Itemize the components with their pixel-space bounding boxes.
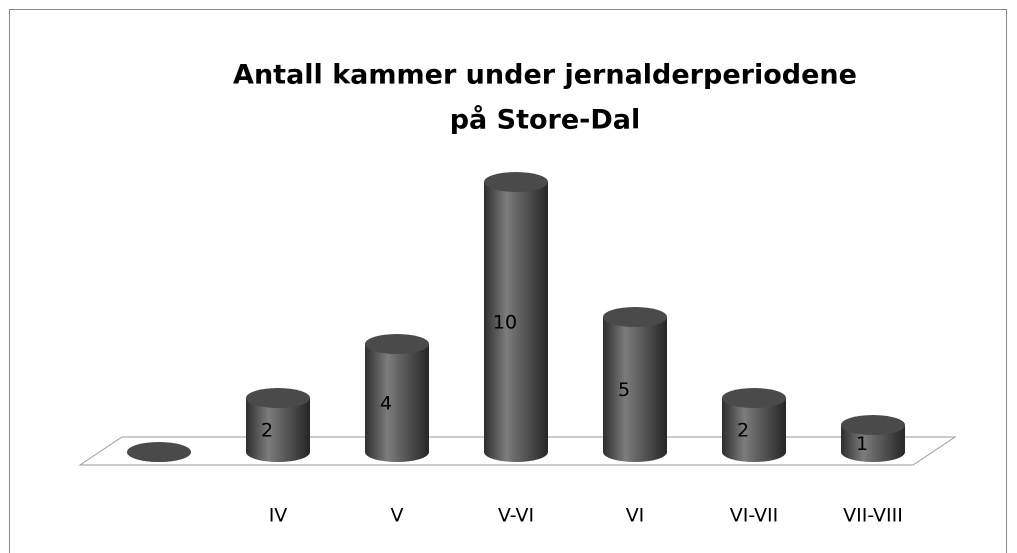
cylinder	[246, 388, 310, 462]
x-tick-label: VI-VII	[730, 505, 779, 527]
chart-title: Antall kammer under jernalderperiodene	[233, 60, 857, 91]
cylinder-body	[484, 182, 548, 462]
data-label: 2	[261, 420, 273, 442]
cylinder	[484, 172, 548, 462]
cylinder-body	[722, 398, 786, 462]
cylinder	[603, 307, 667, 462]
cylinder-top	[484, 172, 548, 192]
cylinder-top	[841, 415, 905, 435]
cylinder-body	[246, 398, 310, 462]
cylinder	[127, 442, 191, 462]
data-label: 1	[856, 433, 868, 455]
frame	[9, 9, 1007, 553]
data-label: 2	[737, 420, 749, 442]
data-label: 10	[493, 312, 517, 334]
x-tick-label: VI	[626, 505, 645, 527]
x-tick-label: V	[391, 505, 404, 527]
cylinder-body	[841, 425, 905, 462]
cylinder-top	[365, 334, 429, 354]
chart-title: på Store-Dal	[450, 104, 641, 136]
cylinder-top	[246, 388, 310, 408]
cylinder-top	[722, 388, 786, 408]
data-label: 4	[380, 393, 392, 415]
cylinder	[841, 415, 905, 462]
x-tick-label: VII-VIII	[843, 505, 903, 527]
cylinder-body	[365, 344, 429, 462]
cylinder-top	[127, 442, 191, 462]
cylinder-body	[603, 317, 667, 462]
cylinder-top	[603, 307, 667, 327]
cylinder	[365, 334, 429, 462]
x-tick-label: IV	[269, 505, 288, 527]
cylinder	[722, 388, 786, 462]
x-tick-label: V-VI	[498, 505, 534, 527]
data-label: 5	[618, 379, 630, 401]
